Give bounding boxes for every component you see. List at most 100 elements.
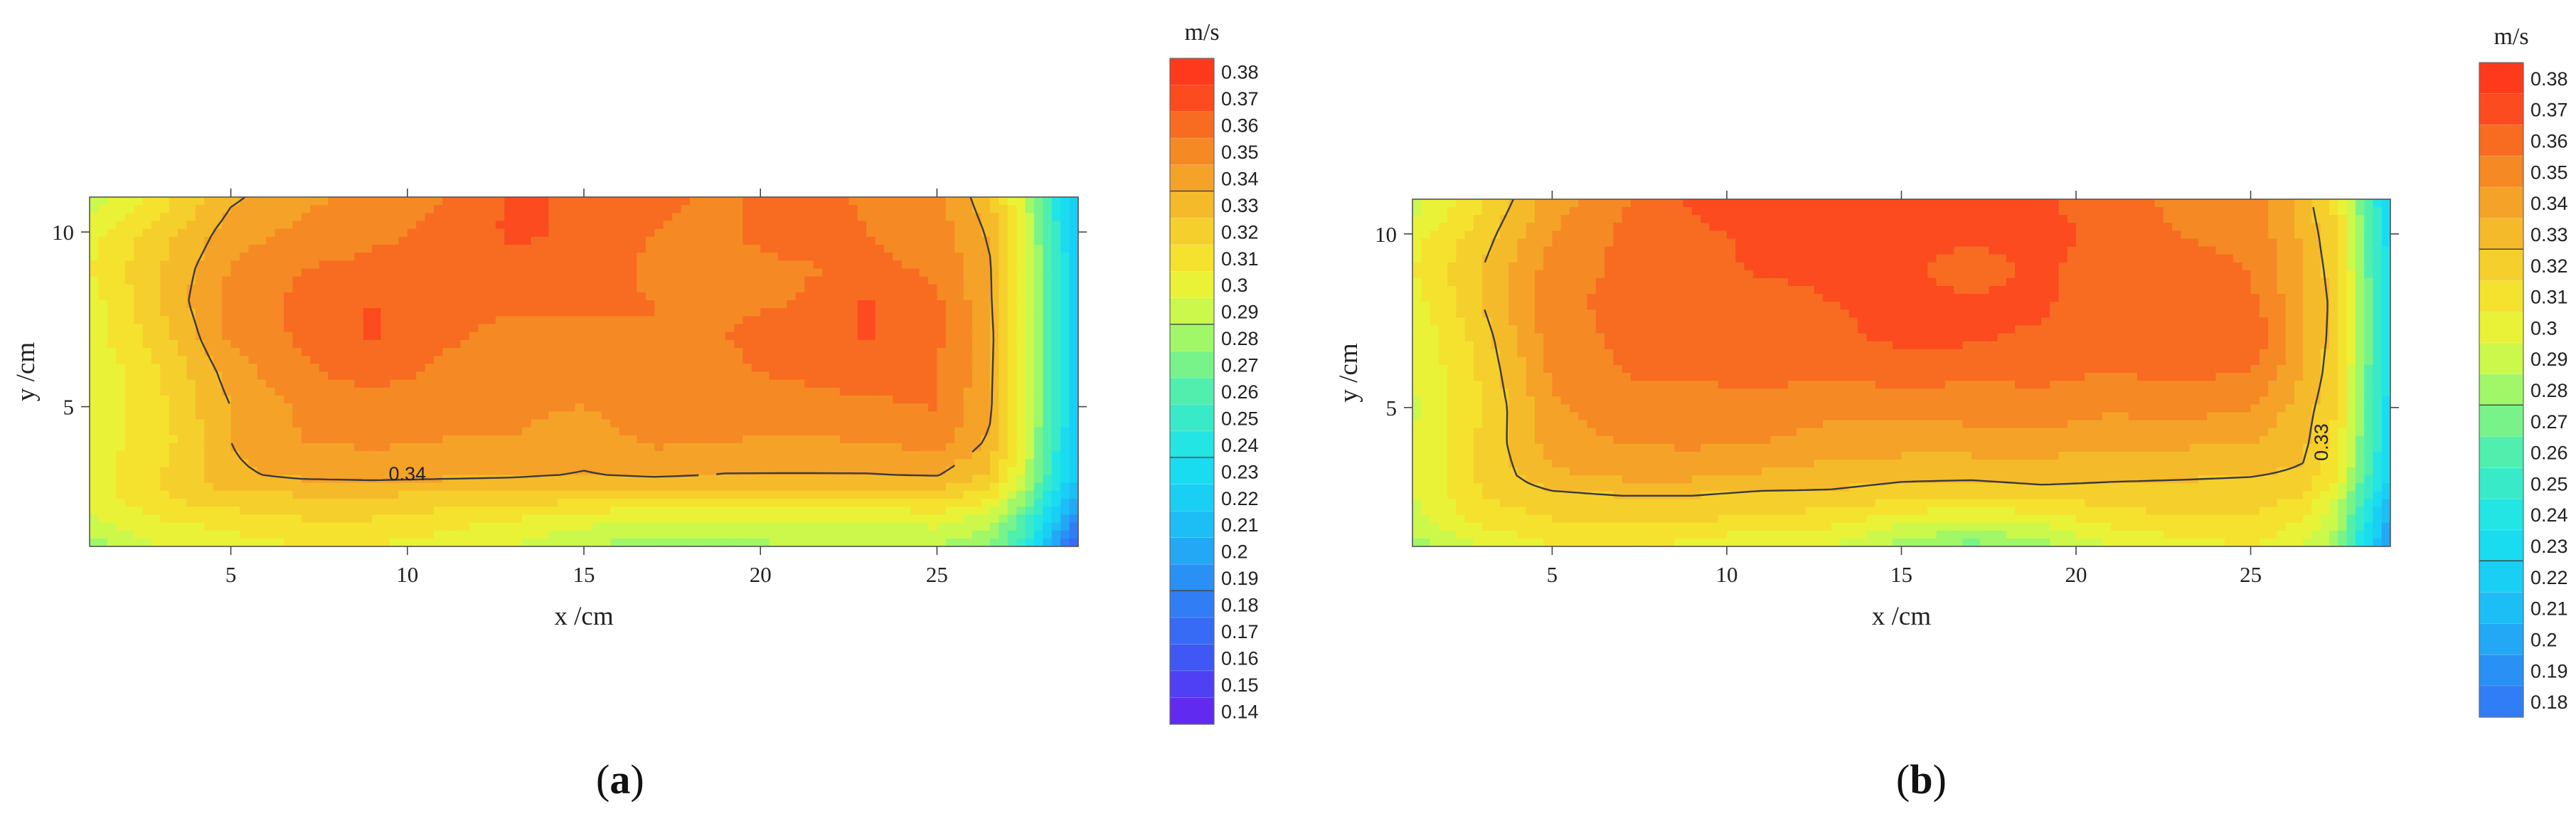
heat-cell bbox=[937, 371, 947, 381]
heat-cell bbox=[963, 300, 973, 309]
heat-cell bbox=[345, 197, 355, 206]
heat-cell bbox=[831, 379, 841, 388]
heat-cell bbox=[460, 213, 470, 222]
heat-cell bbox=[292, 459, 302, 468]
heat-cell bbox=[169, 213, 179, 222]
heat-cell bbox=[1033, 507, 1043, 515]
heat-cell bbox=[566, 482, 576, 492]
heat-cell bbox=[945, 395, 955, 404]
heat-cell bbox=[169, 284, 179, 293]
heat-cell bbox=[795, 538, 805, 547]
heat-cell bbox=[354, 308, 364, 317]
heat-cell bbox=[663, 411, 673, 420]
heat-cell bbox=[1033, 490, 1043, 499]
heat-cell bbox=[654, 268, 664, 277]
heat-cell bbox=[416, 507, 426, 515]
heat-cell bbox=[822, 514, 832, 524]
heat-cell bbox=[919, 236, 929, 245]
heat-cell bbox=[124, 451, 134, 460]
heat-cell bbox=[319, 522, 329, 531]
heat-cell bbox=[495, 339, 505, 349]
heat-cell bbox=[486, 276, 496, 285]
heat-cell bbox=[451, 427, 461, 436]
heat-cell bbox=[239, 411, 249, 420]
heat-cell bbox=[999, 538, 1008, 547]
heat-cell bbox=[107, 499, 117, 507]
heat-cell bbox=[213, 427, 223, 436]
heat-cell bbox=[513, 482, 523, 492]
heat-cell bbox=[866, 482, 876, 492]
heat-cell bbox=[804, 411, 814, 420]
heat-cell bbox=[222, 253, 232, 261]
heat-cell bbox=[266, 443, 276, 452]
heat-cell bbox=[645, 205, 655, 213]
heat-cell bbox=[380, 300, 390, 309]
heat-cell bbox=[345, 379, 355, 388]
heat-cell bbox=[937, 411, 947, 420]
heat-cell bbox=[1051, 205, 1061, 213]
heat-cell bbox=[954, 522, 964, 531]
heat-cell bbox=[839, 348, 849, 356]
heat-cell bbox=[372, 411, 382, 420]
heat-cell bbox=[769, 276, 779, 285]
heat-cell bbox=[151, 538, 161, 547]
heat-cell bbox=[1043, 419, 1053, 428]
heat-cell bbox=[142, 459, 152, 468]
heat-cell bbox=[725, 467, 735, 476]
heat-cell bbox=[328, 236, 338, 245]
heat-cell bbox=[1016, 221, 1026, 230]
heat-cell bbox=[645, 403, 655, 412]
heat-cell bbox=[689, 387, 699, 396]
heat-cell bbox=[90, 308, 100, 317]
heat-cell bbox=[186, 435, 196, 444]
heat-cell bbox=[672, 228, 682, 238]
heat-cell bbox=[883, 332, 893, 341]
heat-cell bbox=[1033, 213, 1043, 222]
heat-cell bbox=[345, 253, 355, 261]
heat-cell bbox=[160, 316, 170, 325]
heat-cell bbox=[954, 213, 964, 222]
heat-cell bbox=[919, 459, 929, 468]
heat-cell bbox=[901, 276, 911, 285]
heat-cell bbox=[725, 324, 735, 333]
heat-cell bbox=[239, 276, 249, 285]
heat-cell bbox=[230, 419, 240, 428]
heat-cell bbox=[319, 205, 329, 213]
heat-cell bbox=[513, 530, 523, 539]
heat-cell bbox=[672, 213, 682, 222]
heat-cell bbox=[769, 221, 779, 230]
heat-cell bbox=[151, 324, 161, 333]
heat-cell bbox=[204, 411, 214, 420]
heat-cell bbox=[160, 356, 170, 364]
heat-cell bbox=[831, 364, 841, 373]
heat-cell bbox=[1016, 403, 1026, 412]
heat-cell bbox=[142, 435, 152, 444]
heat-cell bbox=[539, 348, 549, 356]
heat-cell bbox=[230, 276, 240, 285]
heat-cell bbox=[1033, 284, 1043, 293]
heat-cell bbox=[822, 522, 832, 531]
heat-cell bbox=[380, 197, 390, 206]
heat-cell bbox=[769, 379, 779, 388]
heat-cell bbox=[769, 260, 779, 270]
heat-cell bbox=[1007, 387, 1017, 396]
heat-cell bbox=[504, 213, 514, 222]
heat-cell bbox=[733, 459, 743, 468]
heat-cell bbox=[531, 387, 541, 396]
heat-cell bbox=[610, 427, 620, 436]
heat-cell bbox=[134, 236, 144, 245]
heat-cell bbox=[451, 324, 461, 333]
heat-cell bbox=[151, 451, 161, 460]
heat-cell bbox=[107, 538, 117, 547]
heat-cell bbox=[1043, 427, 1053, 436]
heat-cell bbox=[98, 490, 108, 499]
heat-cell bbox=[707, 427, 717, 436]
heat-cell bbox=[442, 482, 452, 492]
heat-cell bbox=[787, 403, 797, 412]
heat-cell bbox=[972, 292, 982, 301]
heat-cell bbox=[751, 522, 761, 531]
heat-cell bbox=[398, 236, 408, 245]
heat-cell bbox=[389, 499, 399, 507]
heat-cell bbox=[1007, 379, 1017, 388]
heat-cell bbox=[292, 522, 302, 531]
